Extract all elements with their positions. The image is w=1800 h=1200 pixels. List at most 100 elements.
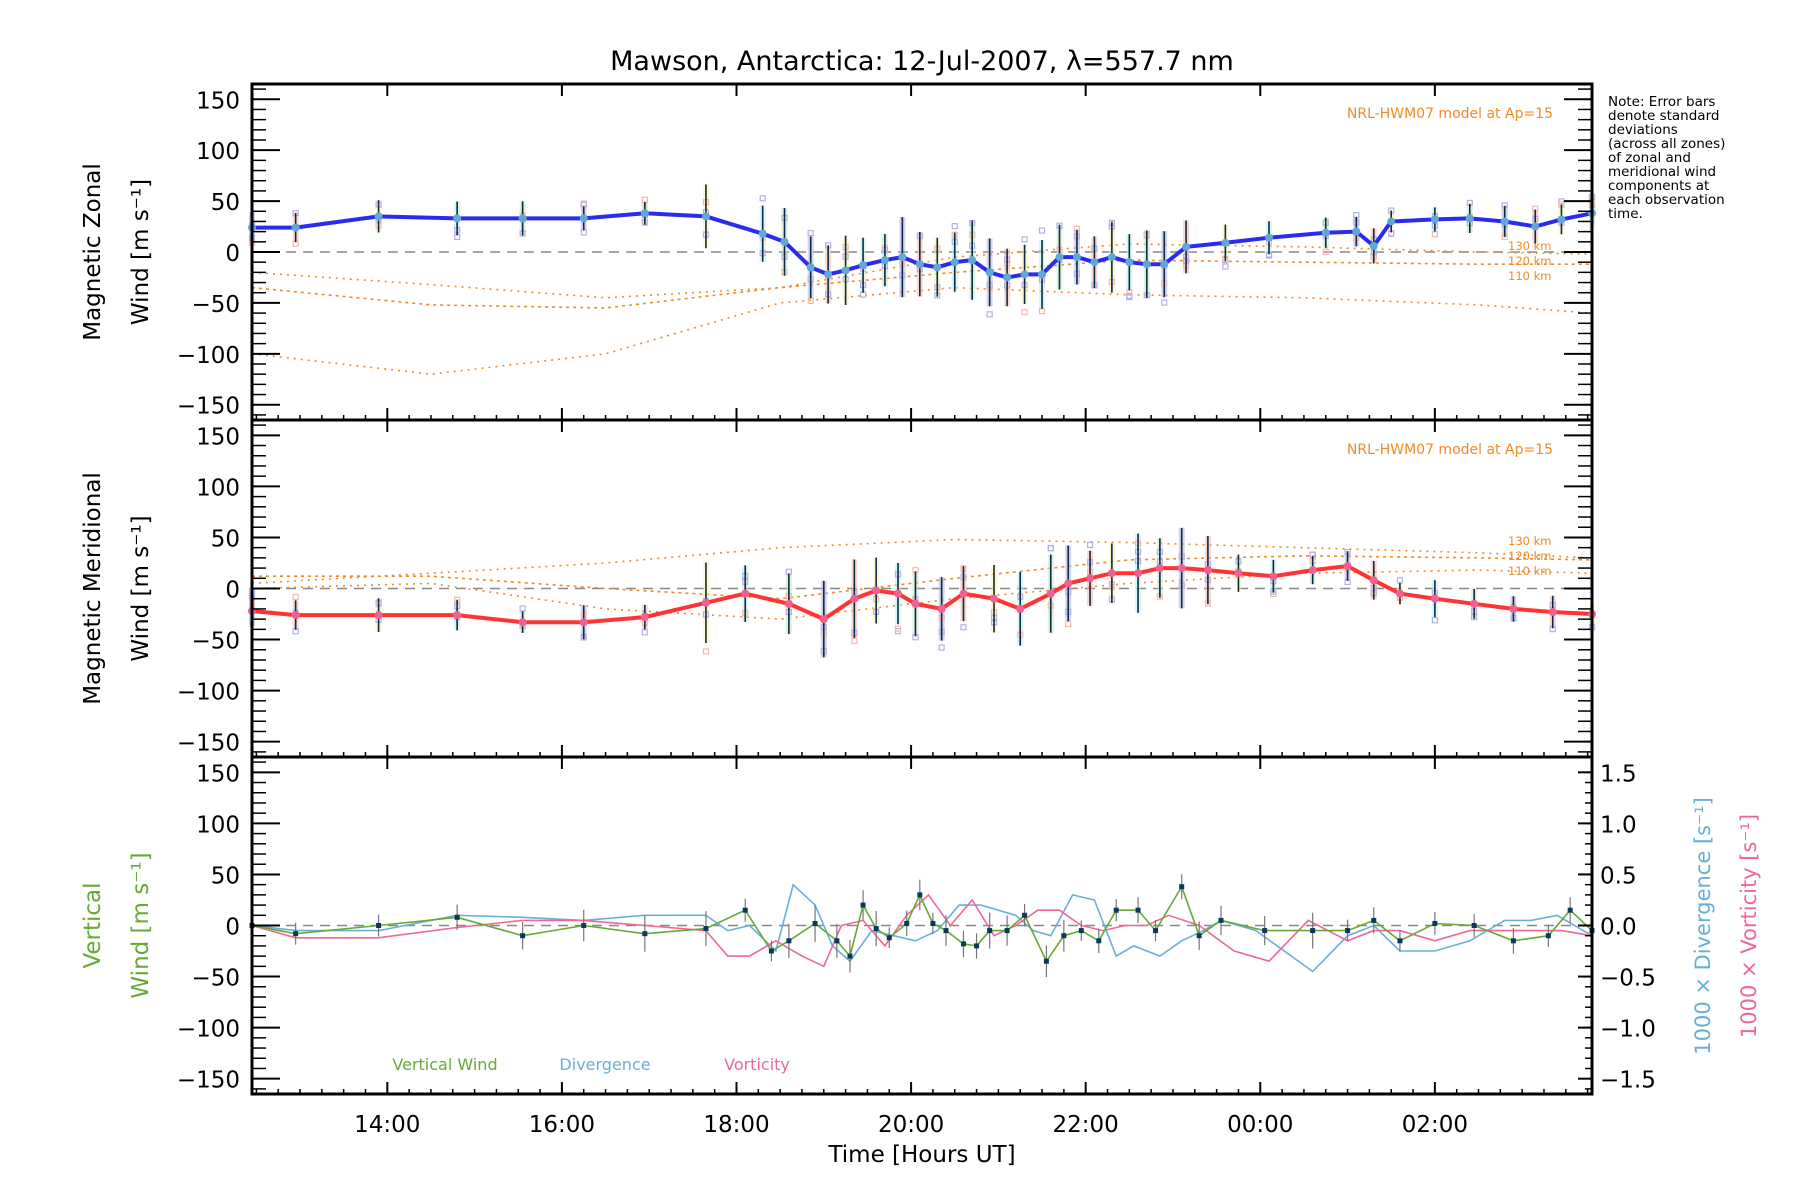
zone-point [851, 637, 858, 645]
zone-point [292, 593, 299, 601]
data-point [1430, 215, 1439, 224]
y-tick-label: 100 [196, 139, 240, 165]
x-tick-label: 20:00 [878, 1112, 944, 1138]
zone-point [1396, 577, 1404, 584]
vertical-wind-point [376, 923, 382, 928]
y-tick-label: 150 [196, 88, 240, 114]
data-point [1308, 566, 1317, 575]
data-point [1352, 227, 1361, 236]
data-point [291, 223, 300, 232]
x-tick-label: 16:00 [529, 1112, 595, 1138]
vertical-wind-point [581, 923, 587, 928]
data-point [1182, 242, 1191, 251]
data-point [1160, 260, 1169, 269]
data-point [758, 229, 767, 238]
legend-item: Vorticity [724, 1055, 790, 1074]
y-tick-label: 100 [196, 812, 240, 838]
zone-point [1558, 198, 1565, 205]
data-point [880, 256, 889, 265]
error-bar-note: Note: Error bars denote standard deviati… [1608, 94, 1726, 222]
y-tick-label: 50 [211, 190, 240, 216]
y2-tick-label: 1.0 [1600, 812, 1637, 838]
zone-point [580, 229, 587, 236]
data-point [911, 599, 920, 608]
model-height-label: 110 km [1508, 564, 1551, 578]
data-point [1107, 253, 1116, 262]
data-point [1203, 566, 1212, 575]
data-point [784, 599, 793, 608]
vertical-wind-point [1371, 917, 1377, 923]
zone-point [807, 297, 814, 305]
vertical-wind-point [987, 928, 993, 934]
model-height-label: 120 km [1508, 254, 1551, 268]
vertical-wind-point [1310, 928, 1316, 934]
data-point [872, 586, 881, 595]
vertical-wind-point [1345, 928, 1351, 934]
data-point [850, 594, 859, 603]
data-point [1395, 589, 1404, 598]
data-point [1234, 569, 1243, 578]
zone-point [1431, 231, 1438, 238]
data-point [1107, 569, 1116, 578]
vertical-wind-point [703, 926, 709, 932]
data-point [741, 589, 750, 598]
data-point [893, 589, 902, 598]
vertical-wind-point [1545, 933, 1551, 939]
vertical-wind-point [1113, 907, 1119, 913]
x-tick-label: 14:00 [354, 1112, 420, 1138]
model-height-label: 130 km [1508, 239, 1551, 253]
legend-item: Vertical Wind [392, 1055, 497, 1074]
data-point [518, 618, 527, 627]
zone-point [1086, 541, 1094, 549]
data-point [1016, 604, 1025, 613]
x-tick-label: 22:00 [1053, 1112, 1119, 1138]
vertical-wind-point [1153, 928, 1159, 934]
vertical-wind-point [1135, 907, 1141, 913]
data-point [915, 260, 924, 269]
y2-label-divergence: 1000 × Divergence [s⁻¹] [1691, 797, 1715, 1055]
zone-point [759, 195, 766, 202]
vertical-wind-point [1432, 920, 1438, 926]
data-point [1155, 564, 1164, 573]
vertical-wind-point [520, 933, 526, 939]
y-tick-label: −150 [177, 731, 240, 757]
vertical-wind-point [974, 943, 980, 949]
data-point [1465, 214, 1474, 223]
data-point [1221, 238, 1230, 247]
y-axis-label-line2: Wind [m s⁻¹] [128, 852, 154, 998]
data-point [453, 214, 462, 223]
data-point [1531, 222, 1540, 231]
vertical-wind-line [251, 884, 1593, 963]
vertical-wind-point [960, 941, 966, 947]
vertical-wind-point [1078, 928, 1084, 934]
model-curve-120km [251, 259, 1592, 309]
vertical-wind-point [917, 892, 923, 898]
data-point [1142, 260, 1151, 269]
data-point [1134, 569, 1143, 578]
y-axis-label-line2: Wind [m s⁻¹] [128, 179, 154, 325]
data-point [1177, 564, 1186, 573]
y-tick-label: 0 [225, 578, 240, 604]
zone-point [702, 648, 710, 655]
vertical-wind-point [1510, 938, 1516, 944]
data-point [933, 263, 942, 272]
data-point [1548, 607, 1557, 616]
data-point [819, 615, 828, 624]
zone-point [1065, 620, 1072, 628]
y-tick-label: −100 [177, 343, 240, 369]
data-point [968, 256, 977, 265]
data-point [898, 253, 907, 262]
chart-title: Mawson, Antarctica: 12-Jul-2007, λ=557.7… [610, 46, 1234, 77]
model-height-label: 120 km [1508, 549, 1551, 563]
zone-point [1126, 293, 1133, 301]
y-tick-label: −150 [177, 1068, 240, 1094]
y2-tick-label: −1.0 [1600, 1017, 1656, 1043]
data-point [1072, 253, 1081, 262]
zone-point [641, 629, 648, 636]
y2-tick-label: −1.5 [1600, 1068, 1656, 1094]
data-point [1387, 217, 1396, 226]
data-point [1265, 233, 1274, 242]
data-point [1090, 258, 1099, 267]
data-point [1509, 604, 1518, 613]
